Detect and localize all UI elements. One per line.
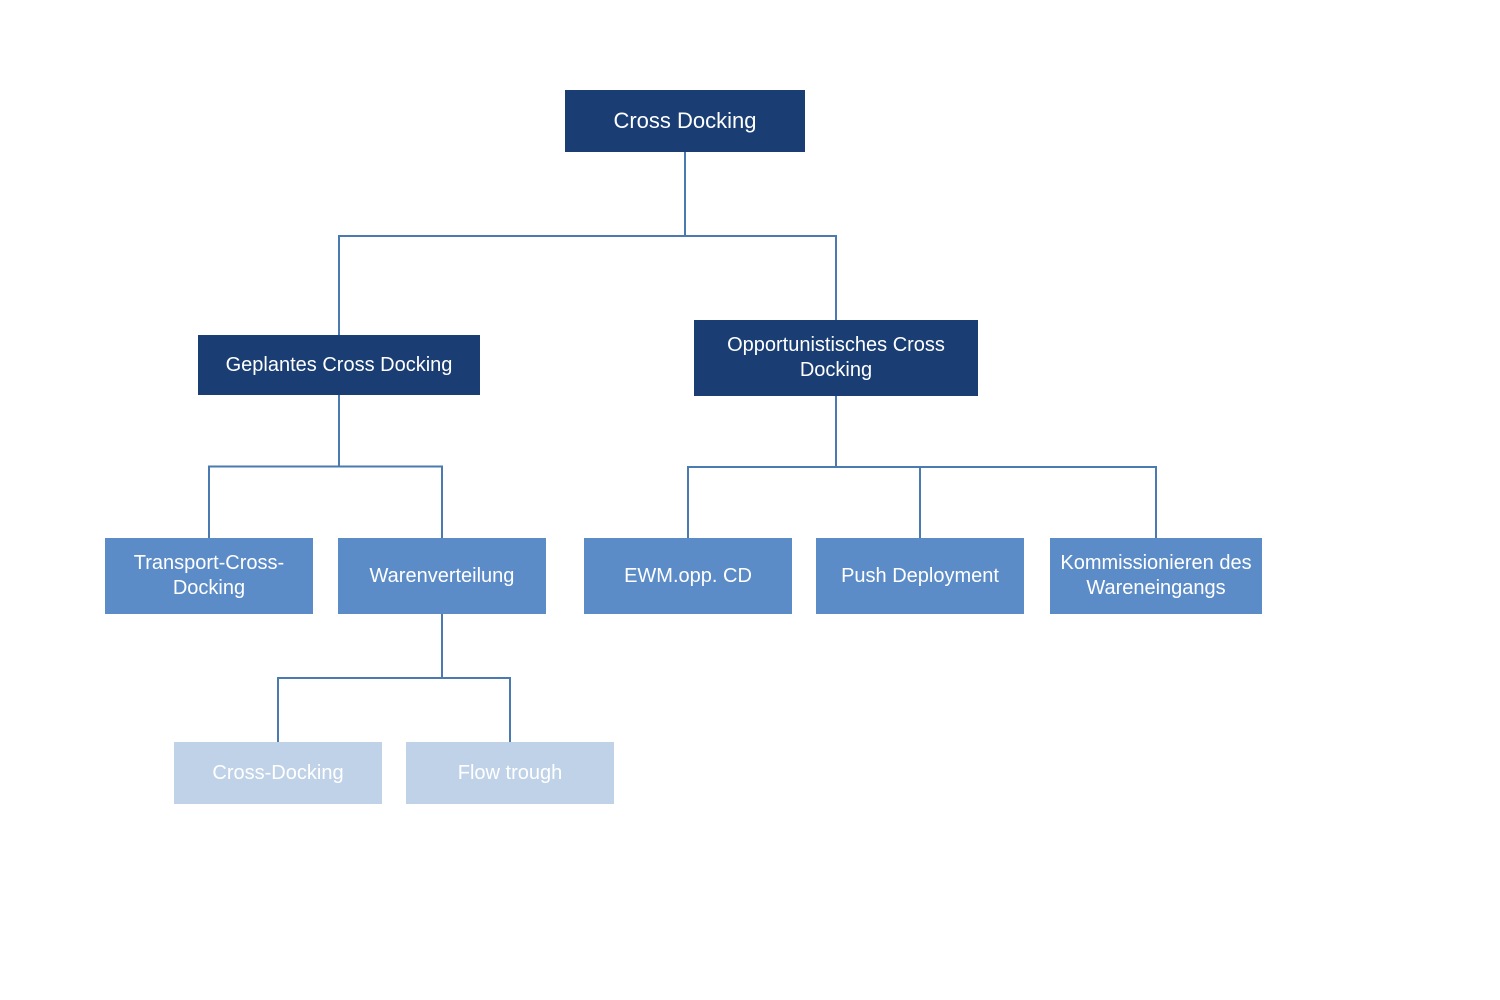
node-komm: Kommissionieren des Wareneingangs bbox=[1050, 538, 1262, 614]
diagram-canvas: Cross Docking Geplantes Cross Docking Oppo… bbox=[0, 0, 1500, 1000]
node-opportunistic: Opportunistisches Cross Docking bbox=[694, 320, 978, 396]
node-warenv: Warenverteilung bbox=[338, 538, 546, 614]
node-ewm: EWM.opp. CD bbox=[584, 538, 792, 614]
node-transport: Transport-Cross-Docking bbox=[105, 538, 313, 614]
node-label: Kommissionieren des Wareneingangs bbox=[1058, 551, 1254, 601]
node-label: Flow trough bbox=[458, 761, 563, 786]
node-cd_leaf: Cross-Docking bbox=[174, 742, 382, 804]
node-label: EWM.opp. CD bbox=[624, 564, 752, 589]
node-label: Transport-Cross-Docking bbox=[113, 551, 305, 601]
node-label: Geplantes Cross Docking bbox=[226, 353, 453, 378]
node-label: Cross Docking bbox=[613, 107, 756, 135]
node-planned: Geplantes Cross Docking bbox=[198, 335, 480, 395]
node-label: Warenverteilung bbox=[370, 564, 515, 589]
node-label: Cross-Docking bbox=[212, 761, 343, 786]
node-push: Push Deployment bbox=[816, 538, 1024, 614]
node-label: Push Deployment bbox=[841, 564, 999, 589]
node-flow: Flow trough bbox=[406, 742, 614, 804]
node-root: Cross Docking bbox=[565, 90, 805, 152]
node-label: Opportunistisches Cross Docking bbox=[702, 333, 970, 383]
